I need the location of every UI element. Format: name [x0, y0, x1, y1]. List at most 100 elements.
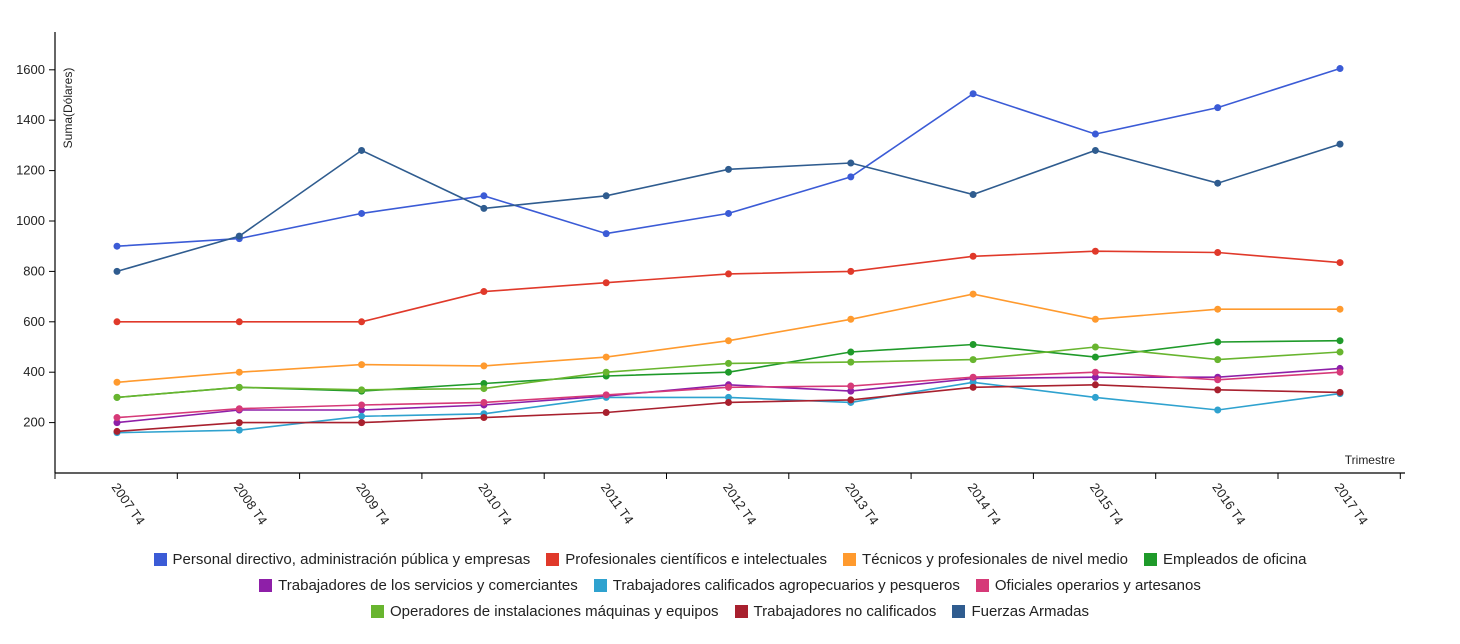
data-point[interactable]	[358, 209, 366, 217]
data-point[interactable]	[113, 414, 121, 422]
data-point[interactable]	[480, 192, 488, 200]
data-point[interactable]	[602, 409, 610, 417]
data-point[interactable]	[969, 290, 977, 298]
data-point[interactable]	[113, 419, 121, 427]
data-point[interactable]	[1214, 249, 1222, 256]
legend-item[interactable]: Oficiales operarios y artesanos	[975, 577, 1201, 594]
legend-item[interactable]: Personal directivo, administración públi…	[153, 551, 530, 568]
data-point[interactable]	[725, 393, 732, 401]
data-point[interactable]	[969, 191, 977, 199]
data-point[interactable]	[358, 318, 366, 326]
data-point[interactable]	[1214, 104, 1222, 112]
legend-item[interactable]: Operadores de instalaciones máquinas y e…	[371, 603, 719, 620]
data-point[interactable]	[1214, 386, 1222, 394]
data-point[interactable]	[1214, 356, 1222, 364]
data-point[interactable]	[480, 385, 488, 393]
data-point[interactable]	[847, 348, 855, 356]
data-point[interactable]	[1336, 305, 1344, 313]
data-point[interactable]	[725, 270, 732, 278]
data-point[interactable]	[358, 146, 366, 154]
data-point[interactable]	[235, 383, 243, 391]
data-point[interactable]	[969, 90, 977, 98]
legend-item[interactable]: Trabajadores de los servicios y comercia…	[259, 577, 578, 594]
data-point[interactable]	[1336, 337, 1344, 345]
legend-item[interactable]: Trabajadores calificados agropecuarios y…	[593, 577, 960, 594]
data-point[interactable]	[358, 386, 366, 394]
data-point[interactable]	[847, 382, 855, 390]
data-point[interactable]	[847, 315, 855, 323]
data-point[interactable]	[1091, 146, 1099, 154]
data-point[interactable]	[480, 288, 488, 296]
data-point[interactable]	[847, 387, 855, 395]
data-point[interactable]	[847, 267, 855, 275]
data-point[interactable]	[113, 242, 121, 250]
data-point[interactable]	[480, 380, 488, 388]
data-point[interactable]	[847, 358, 855, 366]
data-point[interactable]	[1336, 65, 1344, 73]
data-point[interactable]	[969, 373, 977, 381]
data-point[interactable]	[969, 383, 977, 391]
data-point[interactable]	[235, 232, 243, 240]
data-point[interactable]	[725, 398, 732, 406]
data-point[interactable]	[1214, 305, 1222, 313]
data-point[interactable]	[480, 398, 488, 406]
data-point[interactable]	[1214, 406, 1222, 414]
data-point[interactable]	[969, 356, 977, 364]
data-point[interactable]	[1336, 388, 1344, 396]
data-point[interactable]	[235, 405, 243, 413]
data-point[interactable]	[847, 396, 855, 404]
data-point[interactable]	[969, 340, 977, 348]
data-point[interactable]	[1336, 368, 1344, 376]
data-point[interactable]	[969, 378, 977, 386]
legend-item[interactable]: Profesionales científicos e intelectuale…	[546, 551, 827, 568]
data-point[interactable]	[358, 412, 366, 420]
data-point[interactable]	[1091, 393, 1099, 401]
data-point[interactable]	[113, 378, 121, 386]
data-point[interactable]	[725, 165, 732, 173]
legend-item[interactable]: Empleados de oficina	[1144, 551, 1306, 568]
data-point[interactable]	[1091, 368, 1099, 376]
legend-item[interactable]: Trabajadores no calificados	[734, 603, 936, 620]
legend-item[interactable]: Fuerzas Armadas	[952, 603, 1089, 620]
data-point[interactable]	[1091, 247, 1099, 255]
data-point[interactable]	[1214, 179, 1222, 187]
data-point[interactable]	[847, 159, 855, 167]
legend-item[interactable]: Técnicos y profesionales de nivel medio	[843, 551, 1128, 568]
data-point[interactable]	[1336, 259, 1344, 267]
data-point[interactable]	[602, 391, 610, 399]
data-point[interactable]	[1091, 130, 1099, 138]
data-point[interactable]	[602, 353, 610, 361]
data-point[interactable]	[113, 393, 121, 401]
data-point[interactable]	[1214, 338, 1222, 346]
data-point[interactable]	[1214, 376, 1222, 384]
data-point[interactable]	[602, 230, 610, 238]
data-point[interactable]	[1091, 373, 1099, 381]
data-point[interactable]	[235, 318, 243, 326]
data-point[interactable]	[480, 414, 488, 422]
data-point[interactable]	[1091, 353, 1099, 361]
data-point[interactable]	[358, 401, 366, 409]
data-point[interactable]	[113, 267, 121, 275]
data-point[interactable]	[602, 368, 610, 376]
data-point[interactable]	[113, 427, 121, 435]
data-point[interactable]	[480, 204, 488, 212]
data-point[interactable]	[1091, 343, 1099, 351]
data-point[interactable]	[358, 361, 366, 369]
data-point[interactable]	[725, 209, 732, 217]
data-point[interactable]	[358, 406, 366, 414]
data-point[interactable]	[235, 419, 243, 427]
data-point[interactable]	[602, 192, 610, 200]
data-point[interactable]	[847, 173, 855, 181]
data-point[interactable]	[1336, 348, 1344, 356]
data-point[interactable]	[725, 383, 732, 391]
data-point[interactable]	[602, 279, 610, 287]
data-point[interactable]	[1091, 315, 1099, 323]
data-point[interactable]	[1336, 140, 1344, 148]
data-point[interactable]	[969, 252, 977, 260]
data-point[interactable]	[358, 419, 366, 427]
data-point[interactable]	[725, 359, 732, 367]
data-point[interactable]	[725, 368, 732, 376]
data-point[interactable]	[113, 318, 121, 326]
data-point[interactable]	[235, 426, 243, 434]
data-point[interactable]	[1091, 381, 1099, 389]
